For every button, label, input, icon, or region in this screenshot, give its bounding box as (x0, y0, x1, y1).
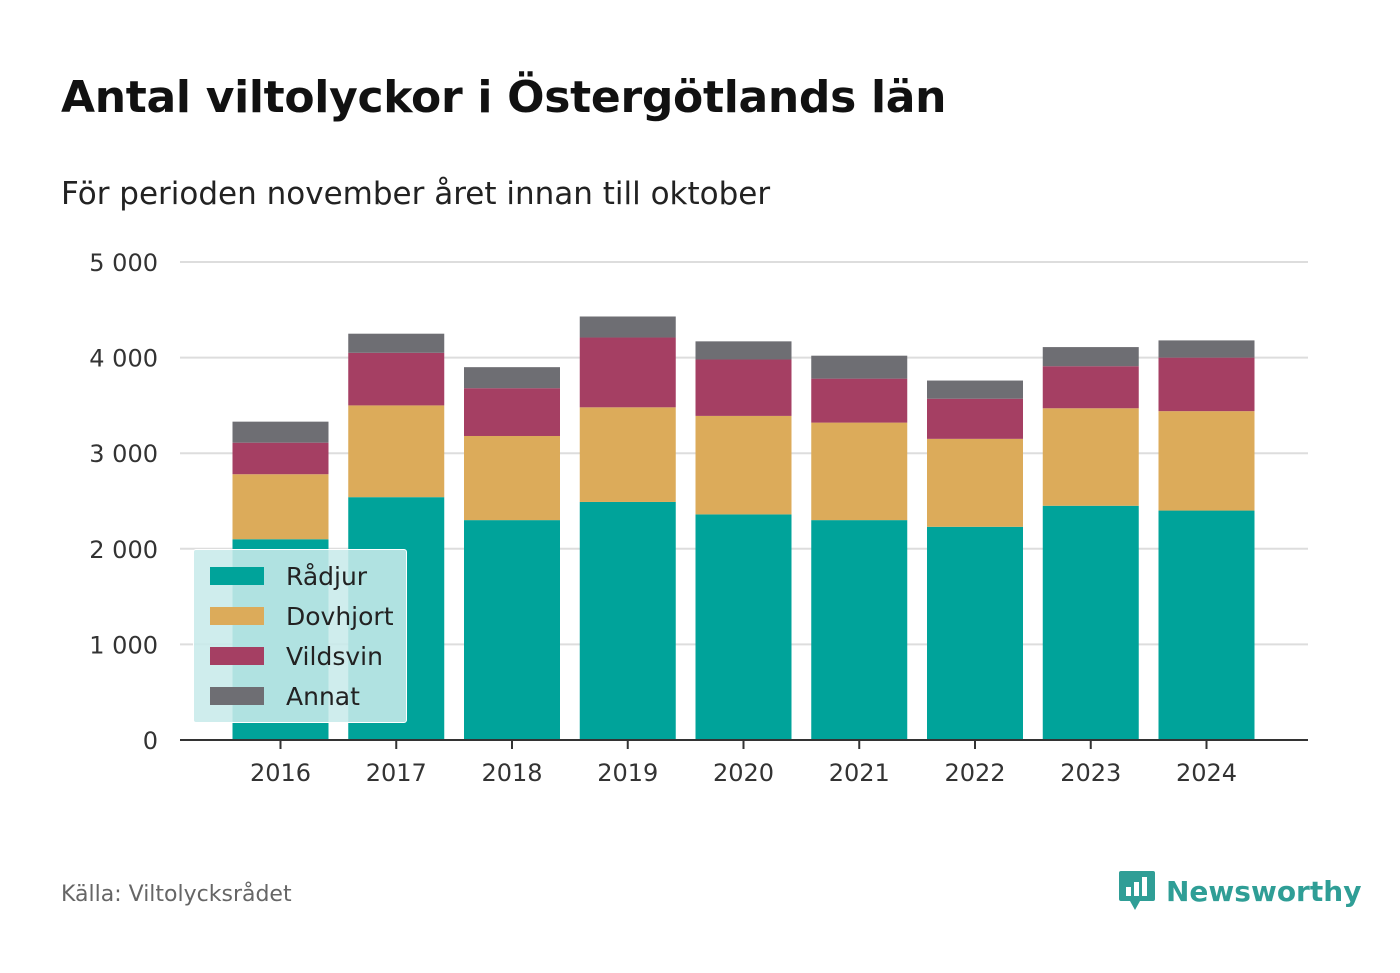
legend-label: Vildsvin (286, 641, 383, 671)
x-tick-label: 2019 (597, 759, 658, 787)
y-tick-label: 2 000 (89, 536, 158, 564)
x-tick-label: 2023 (1060, 759, 1121, 787)
bar-segment-rådjur (811, 520, 908, 740)
legend-item-radjur: Rådjur (210, 561, 368, 591)
bar-segment-vildsvin (464, 388, 560, 436)
bar-segment-rådjur (1158, 510, 1255, 740)
bar-segment-vildsvin (1158, 357, 1255, 412)
y-tick-label: 3 000 (89, 440, 158, 468)
bar-segment-rådjur (695, 514, 792, 740)
y-tick-label: 1 000 (89, 631, 158, 659)
bar-segment-annat (464, 367, 560, 389)
chart-subtitle: För perioden november året innan till ok… (61, 176, 771, 212)
brand-logo: Newsworthy (1118, 869, 1361, 913)
x-tick-label: 2021 (829, 759, 890, 787)
y-tick-label: 0 (143, 727, 158, 755)
bar-segment-annat (695, 341, 792, 360)
bar-segment-dovhjort (348, 405, 445, 498)
brand-name: Newsworthy (1166, 874, 1362, 908)
x-tick-label: 2017 (366, 759, 427, 787)
x-tick-label: 2020 (713, 759, 774, 787)
legend-item-vildsvin: Vildsvin (210, 641, 383, 671)
bar-segment-dovhjort (695, 415, 792, 515)
bar-segment-vildsvin (811, 378, 908, 423)
bar-segment-dovhjort (1042, 408, 1139, 506)
bar-segment-rådjur (927, 526, 1023, 740)
bar-segment-dovhjort (811, 422, 908, 521)
x-tick-label: 2016 (250, 759, 311, 787)
chart-legend: Rådjur Dovhjort Vildsvin Annat (193, 549, 407, 723)
x-tick-label: 2018 (481, 759, 542, 787)
bar-segment-annat (1042, 347, 1139, 367)
bar-segment-dovhjort (927, 438, 1023, 527)
bar-segment-vildsvin (348, 352, 445, 406)
legend-swatch (210, 607, 264, 625)
x-tick-label: 2022 (944, 759, 1005, 787)
bar-segment-rådjur (464, 520, 560, 740)
bar-segment-dovhjort (1158, 411, 1255, 511)
bar-segment-annat (1158, 340, 1255, 358)
bar-segment-vildsvin (232, 442, 329, 475)
x-tick-label: 2024 (1176, 759, 1237, 787)
bar-segment-rådjur (579, 501, 676, 740)
y-tick-label: 5 000 (89, 249, 158, 277)
bar-segment-vildsvin (1042, 366, 1139, 409)
legend-item-dovhjort: Dovhjort (210, 601, 394, 631)
bar-segment-vildsvin (927, 398, 1023, 439)
bar-segment-vildsvin (579, 337, 676, 408)
legend-swatch (210, 567, 264, 585)
legend-label: Annat (286, 681, 360, 711)
bar-segment-annat (927, 380, 1023, 399)
bar-segment-dovhjort (464, 435, 560, 521)
bar-segment-dovhjort (232, 474, 329, 540)
bar-segment-annat (579, 316, 676, 338)
bar-segment-vildsvin (695, 359, 792, 416)
bar-segment-annat (348, 333, 445, 353)
source-note: Källa: Viltolycksrådet (61, 882, 292, 907)
legend-label: Dovhjort (286, 601, 394, 631)
legend-swatch (210, 687, 264, 705)
chart-title: Antal viltolyckor i Östergötlands län (61, 72, 947, 123)
legend-label: Rådjur (286, 561, 368, 591)
legend-swatch (210, 647, 264, 665)
bar-segment-rådjur (1042, 505, 1139, 740)
newsworthy-logo-icon (1119, 871, 1155, 910)
y-tick-label: 4 000 (89, 345, 158, 373)
bar-segment-annat (232, 421, 329, 443)
legend-item-annat: Annat (210, 681, 360, 711)
bar-segment-dovhjort (579, 407, 676, 502)
bar-segment-annat (811, 355, 908, 379)
